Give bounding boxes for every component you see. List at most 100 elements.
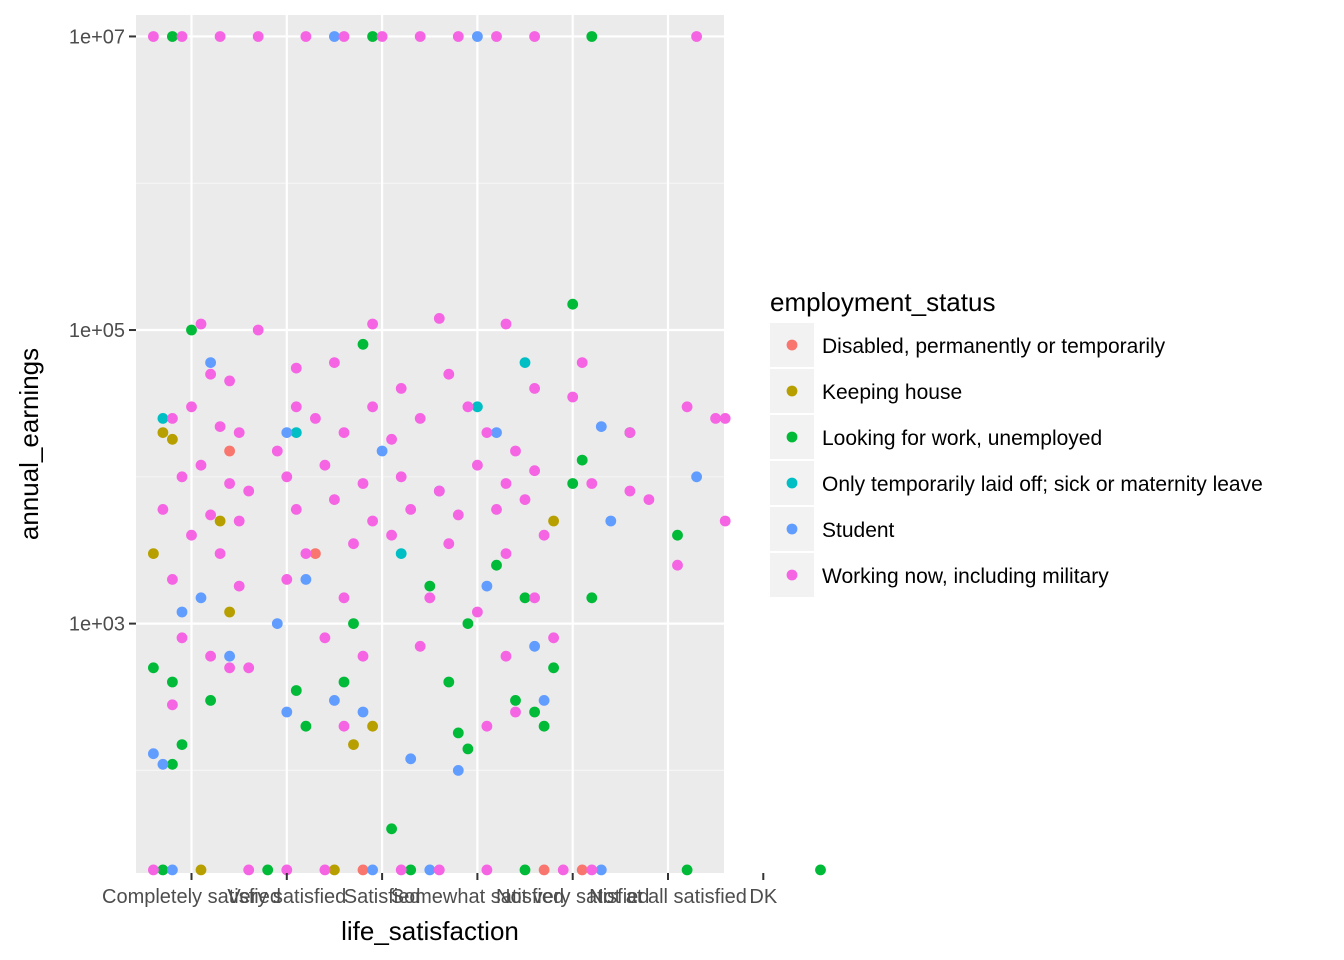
data-point <box>529 31 540 42</box>
data-point <box>481 864 493 876</box>
y-tick-label: 1e+07 <box>69 26 125 48</box>
data-point <box>176 606 188 618</box>
data-point <box>167 864 178 876</box>
data-point <box>567 478 579 489</box>
data-point <box>557 864 569 876</box>
data-point <box>167 699 178 711</box>
data-point <box>548 662 559 674</box>
data-point <box>300 574 312 585</box>
data-point <box>548 632 559 644</box>
data-point <box>491 31 502 42</box>
data-point <box>157 427 169 438</box>
data-point <box>167 413 178 424</box>
data-point <box>472 606 483 618</box>
data-point <box>195 318 207 330</box>
data-point <box>329 357 340 368</box>
data-point <box>167 31 178 42</box>
data-point <box>481 427 493 438</box>
legend-swatch <box>786 569 798 581</box>
data-point <box>576 357 588 368</box>
data-point <box>443 538 455 550</box>
data-point <box>281 864 293 876</box>
data-point <box>367 401 378 413</box>
data-point <box>233 580 245 592</box>
data-point <box>519 864 531 876</box>
data-point <box>386 529 397 541</box>
data-point <box>481 580 493 592</box>
data-point <box>262 864 274 876</box>
data-point <box>176 739 188 750</box>
x-tick-label: Very satisfied <box>227 886 346 908</box>
data-point <box>567 391 579 403</box>
legend-label: Student <box>822 519 895 542</box>
legend-label: Looking for work, unemployed <box>822 427 1102 450</box>
data-point <box>281 574 293 585</box>
y-tick-label: 1e+05 <box>69 320 125 342</box>
data-point <box>205 357 217 368</box>
data-point <box>167 676 178 688</box>
data-point <box>214 515 226 527</box>
data-point <box>395 471 407 483</box>
data-point <box>338 427 350 438</box>
data-point <box>367 318 378 330</box>
y-tick-label: 1e+03 <box>69 614 125 636</box>
data-point <box>681 401 693 413</box>
x-tick-label: Not very satisfied <box>496 886 649 908</box>
data-point <box>443 676 455 688</box>
data-point <box>433 313 445 324</box>
data-point <box>205 368 217 380</box>
data-point <box>500 650 512 662</box>
data-point <box>719 515 731 527</box>
data-point <box>224 445 236 457</box>
x-tick-label: Not at all satisfied <box>589 886 747 908</box>
data-point <box>443 368 455 380</box>
data-point <box>672 529 683 541</box>
data-point <box>157 504 169 515</box>
data-point <box>538 695 550 706</box>
data-point <box>357 478 369 489</box>
data-point <box>195 459 207 471</box>
data-point <box>271 618 283 629</box>
data-point <box>519 592 531 604</box>
data-point <box>595 421 607 432</box>
y-axis: 1e+03 1e+05 1e+07 <box>69 26 136 636</box>
data-point <box>452 31 464 42</box>
data-point <box>338 31 350 42</box>
legend-swatch <box>786 431 798 443</box>
data-point <box>433 485 445 497</box>
data-point <box>338 720 350 732</box>
x-tick-label: Satisfied <box>344 886 421 908</box>
data-point <box>386 433 397 445</box>
data-point <box>148 662 159 674</box>
data-point <box>186 401 197 413</box>
data-point <box>595 864 607 876</box>
data-point <box>367 515 378 527</box>
data-point <box>148 548 159 559</box>
data-point <box>624 485 636 497</box>
data-point <box>329 494 340 505</box>
data-point <box>414 413 426 424</box>
data-point <box>491 504 502 515</box>
data-point <box>586 864 598 876</box>
data-point <box>310 413 321 424</box>
data-point <box>224 662 236 674</box>
data-point <box>462 401 474 413</box>
x-tick-label: Completely satisfied <box>102 886 281 908</box>
data-point <box>624 427 636 438</box>
data-point <box>586 31 598 42</box>
data-point <box>367 864 378 876</box>
data-point <box>529 592 540 604</box>
data-point <box>367 720 378 732</box>
data-point <box>672 559 683 571</box>
data-point <box>167 758 178 770</box>
data-point <box>176 632 188 644</box>
data-point <box>290 401 302 413</box>
data-point <box>329 31 340 42</box>
data-point <box>815 864 826 876</box>
data-point <box>491 427 502 438</box>
data-point <box>300 720 312 732</box>
data-point <box>567 298 579 310</box>
data-point <box>319 632 331 644</box>
grid-minor <box>136 182 724 771</box>
